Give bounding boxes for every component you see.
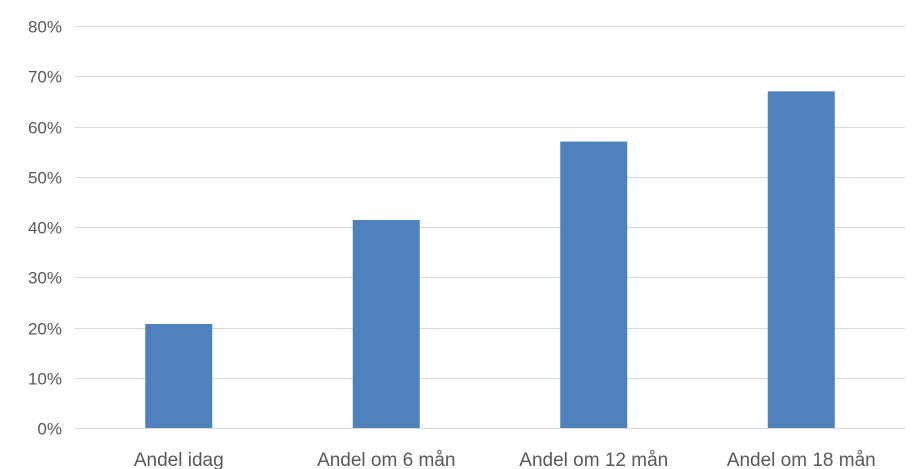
x-category-label: Andel om 6 mån (317, 450, 455, 469)
x-category-label: Andel om 12 mån (519, 450, 668, 469)
bar (560, 141, 628, 428)
bar (352, 219, 420, 428)
y-tick-label: 70% (28, 68, 62, 87)
y-tick-label: 80% (28, 18, 62, 37)
y-tick-label: 40% (28, 219, 62, 238)
y-axis-tick-labels: 0% 10% 20% 30% 40% 50% 60% 70% 80% (28, 18, 62, 439)
x-axis-category-labels: Andel idag Andel om 6 mån Andel om 12 mån A… (134, 450, 876, 469)
y-tick-label: 20% (28, 320, 62, 339)
bar (145, 323, 213, 428)
gridlines (75, 26, 905, 429)
y-tick-label: 0% (37, 420, 62, 439)
y-tick-label: 30% (28, 269, 62, 288)
y-tick-label: 60% (28, 119, 62, 138)
y-tick-label: 10% (28, 370, 62, 389)
bars (145, 91, 835, 428)
x-category-label: Andel om 18 mån (727, 450, 876, 469)
y-tick-label: 50% (28, 169, 62, 188)
bar (767, 91, 835, 428)
x-category-label: Andel idag (134, 450, 224, 469)
